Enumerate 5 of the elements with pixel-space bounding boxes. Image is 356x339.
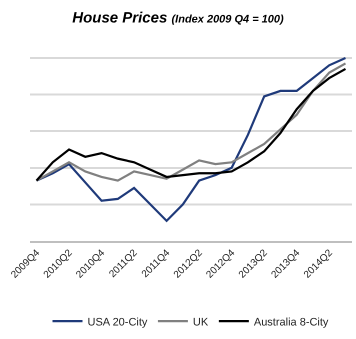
chart-title: House Prices	[72, 9, 168, 26]
chart-subtitle: (Index 2009 Q4 = 100)	[172, 13, 284, 26]
legend-label: USA 20-City	[88, 316, 148, 328]
legend-label: Australia 8-City	[254, 316, 329, 328]
legend-label: UK	[192, 316, 209, 328]
